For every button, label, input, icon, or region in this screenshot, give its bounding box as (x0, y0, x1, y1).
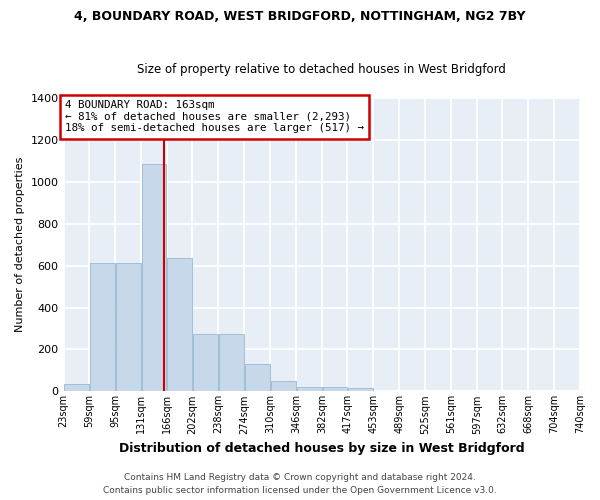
Bar (116, 262, 141, 392)
Bar (245, 364, 270, 392)
X-axis label: Distribution of detached houses by size in West Bridgford: Distribution of detached houses by size … (119, 442, 524, 455)
Bar (297, 387, 322, 392)
Title: Size of property relative to detached houses in West Bridgford: Size of property relative to detached ho… (137, 63, 506, 76)
Bar (348, 388, 373, 392)
Bar (64, 384, 89, 392)
Bar (90, 262, 115, 392)
Bar (193, 334, 218, 392)
Text: 4, BOUNDARY ROAD, WEST BRIDGFORD, NOTTINGHAM, NG2 7BY: 4, BOUNDARY ROAD, WEST BRIDGFORD, NOTTIN… (74, 10, 526, 23)
Bar (142, 164, 166, 392)
Y-axis label: Number of detached properties: Number of detached properties (15, 157, 25, 332)
Bar (323, 387, 347, 392)
Text: 4 BOUNDARY ROAD: 163sqm
← 81% of detached houses are smaller (2,293)
18% of semi: 4 BOUNDARY ROAD: 163sqm ← 81% of detache… (65, 100, 364, 134)
Bar (271, 381, 296, 392)
Text: Contains HM Land Registry data © Crown copyright and database right 2024.
Contai: Contains HM Land Registry data © Crown c… (103, 474, 497, 495)
Bar (219, 334, 244, 392)
Bar (167, 258, 192, 392)
